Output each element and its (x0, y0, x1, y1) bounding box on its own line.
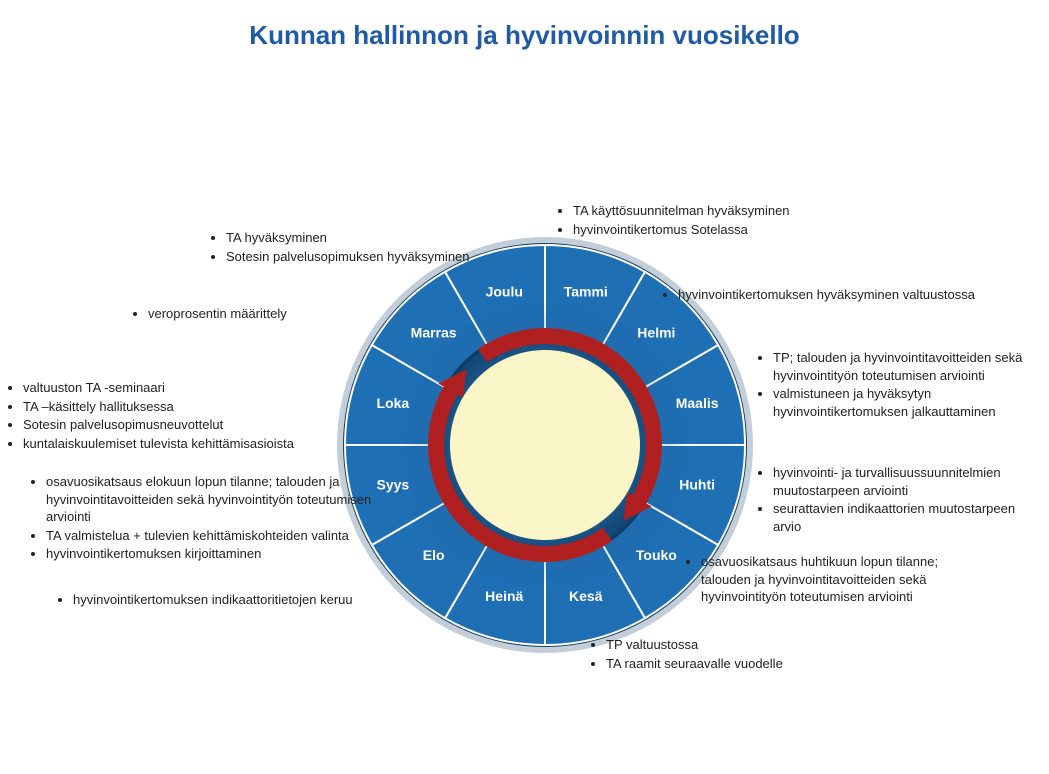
annotation-syys-item: hyvinvointikertomuksen kirjoittaminen (46, 545, 408, 563)
annotation-loka-item: Sotesin palvelusopimusneuvottelut (23, 416, 385, 434)
annotation-loka-item: kuntalaiskuulemiset tulevista kehittämis… (23, 435, 385, 453)
annotation-tammi: TA käyttösuunnitelman hyväksyminenhyvinv… (555, 201, 855, 239)
annotation-syys-item: osavuosikatsaus elokuun lopun tilanne; t… (46, 473, 408, 526)
annotation-maalis-item: TP; talouden ja hyvinvointitavoitteiden … (773, 349, 1045, 384)
annotation-helmi: hyvinvointikertomuksen hyväksyminen valt… (660, 285, 1040, 305)
month-label-tammi: Tammi (564, 284, 608, 300)
annotation-touko-item: osavuosikatsaus huhtikuun lopun tilanne;… (701, 553, 973, 606)
month-label-elo: Elo (423, 547, 445, 563)
annotation-loka: valtuuston TA -seminaariTA –käsittely ha… (5, 378, 385, 453)
annotation-maalis: TP; talouden ja hyvinvointitavoitteiden … (755, 348, 1045, 421)
annotation-tammi-item: TA käyttösuunnitelman hyväksyminen (573, 202, 855, 220)
month-label-marras: Marras (411, 324, 457, 340)
annotation-tammi-item: hyvinvointikertomus Sotelassa (573, 221, 855, 239)
annotation-kesa: TP valtuustossaTA raamit seuraavalle vuo… (588, 635, 888, 673)
annotation-maalis-item: valmistuneen ja hyväksytyn hyvinvointike… (773, 385, 1045, 420)
annotation-elo-item: hyvinvointikertomuksen indikaattoritieto… (73, 591, 400, 609)
annotation-marras: veroprosentin määrittely (130, 304, 380, 324)
annotation-touko: osavuosikatsaus huhtikuun lopun tilanne;… (683, 552, 973, 607)
annotation-kesa-item: TP valtuustossa (606, 636, 888, 654)
annotation-helmi-item: hyvinvointikertomuksen hyväksyminen valt… (678, 286, 1040, 304)
month-label-heina: Heinä (485, 588, 523, 604)
annotation-elo: hyvinvointikertomuksen indikaattoritieto… (55, 590, 400, 610)
annotation-joulu: TA hyväksyminenSotesin palvelusopimuksen… (208, 228, 538, 266)
month-label-touko: Touko (636, 547, 677, 563)
month-label-kesa: Kesä (569, 588, 603, 604)
annotation-joulu-item: Sotesin palvelusopimuksen hyväksyminen (226, 248, 538, 266)
annotation-huhti-item: hyvinvointi- ja turvallisuussuunnitelmie… (773, 464, 1045, 499)
month-label-huhti: Huhti (679, 476, 715, 492)
annotation-syys-item: TA valmistelua + tulevien kehittämiskoht… (46, 527, 408, 545)
annotation-kesa-item: TA raamit seuraavalle vuodelle (606, 655, 888, 673)
annotation-huhti: hyvinvointi- ja turvallisuussuunnitelmie… (755, 463, 1045, 536)
annotation-syys: osavuosikatsaus elokuun lopun tilanne; t… (28, 472, 408, 564)
annotation-loka-item: valtuuston TA -seminaari (23, 379, 385, 397)
month-label-helmi: Helmi (637, 324, 675, 340)
annotation-marras-item: veroprosentin määrittely (148, 305, 380, 323)
month-label-maalis: Maalis (676, 395, 719, 411)
annotation-loka-item: TA –käsittely hallituksessa (23, 398, 385, 416)
diagram-stage: Kunnan hallinnon ja hyvinvoinnin vuosike… (0, 0, 1049, 774)
annotation-joulu-item: TA hyväksyminen (226, 229, 538, 247)
month-label-joulu: Joulu (486, 284, 523, 300)
annotation-huhti-item: seurattavien indikaattorien muutostarpee… (773, 500, 1045, 535)
